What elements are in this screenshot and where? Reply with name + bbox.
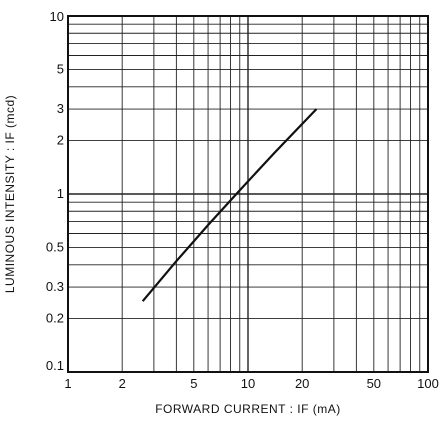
x-tick-label: 1	[64, 376, 71, 391]
y-tick-label: 0.2	[46, 310, 64, 325]
y-tick-label: 0.3	[46, 279, 64, 294]
y-axis-label: LUMINOUS INTENSITY : IF (mcd)	[3, 95, 17, 293]
y-tick-label: 3	[57, 101, 64, 116]
x-axis-label: FORWARD CURRENT : IF (mA)	[155, 402, 341, 416]
y-tick-label: 5	[57, 62, 64, 77]
plot-frame	[67, 15, 429, 373]
y-tick-label: 2	[57, 132, 64, 147]
series-line	[141, 108, 318, 302]
x-tick-label: 20	[295, 376, 309, 391]
y-axis-ticks: 0.1 0.2 0.3 0.5 1 2 3 5 10	[46, 9, 64, 373]
y-tick-label: 10	[50, 9, 64, 24]
x-tick-label: 100	[417, 376, 439, 391]
grid	[68, 16, 428, 372]
x-axis-ticks: 1 2 5 10 20 50 100	[64, 376, 438, 391]
x-tick-label: 50	[367, 376, 381, 391]
y-tick-label: 1	[57, 186, 64, 201]
y-tick-label: 0.1	[46, 358, 64, 373]
series	[141, 108, 318, 302]
x-tick-label: 10	[241, 376, 255, 391]
y-tick-label: 0.5	[46, 240, 64, 255]
x-tick-label: 2	[119, 376, 126, 391]
x-tick-label: 5	[190, 376, 197, 391]
